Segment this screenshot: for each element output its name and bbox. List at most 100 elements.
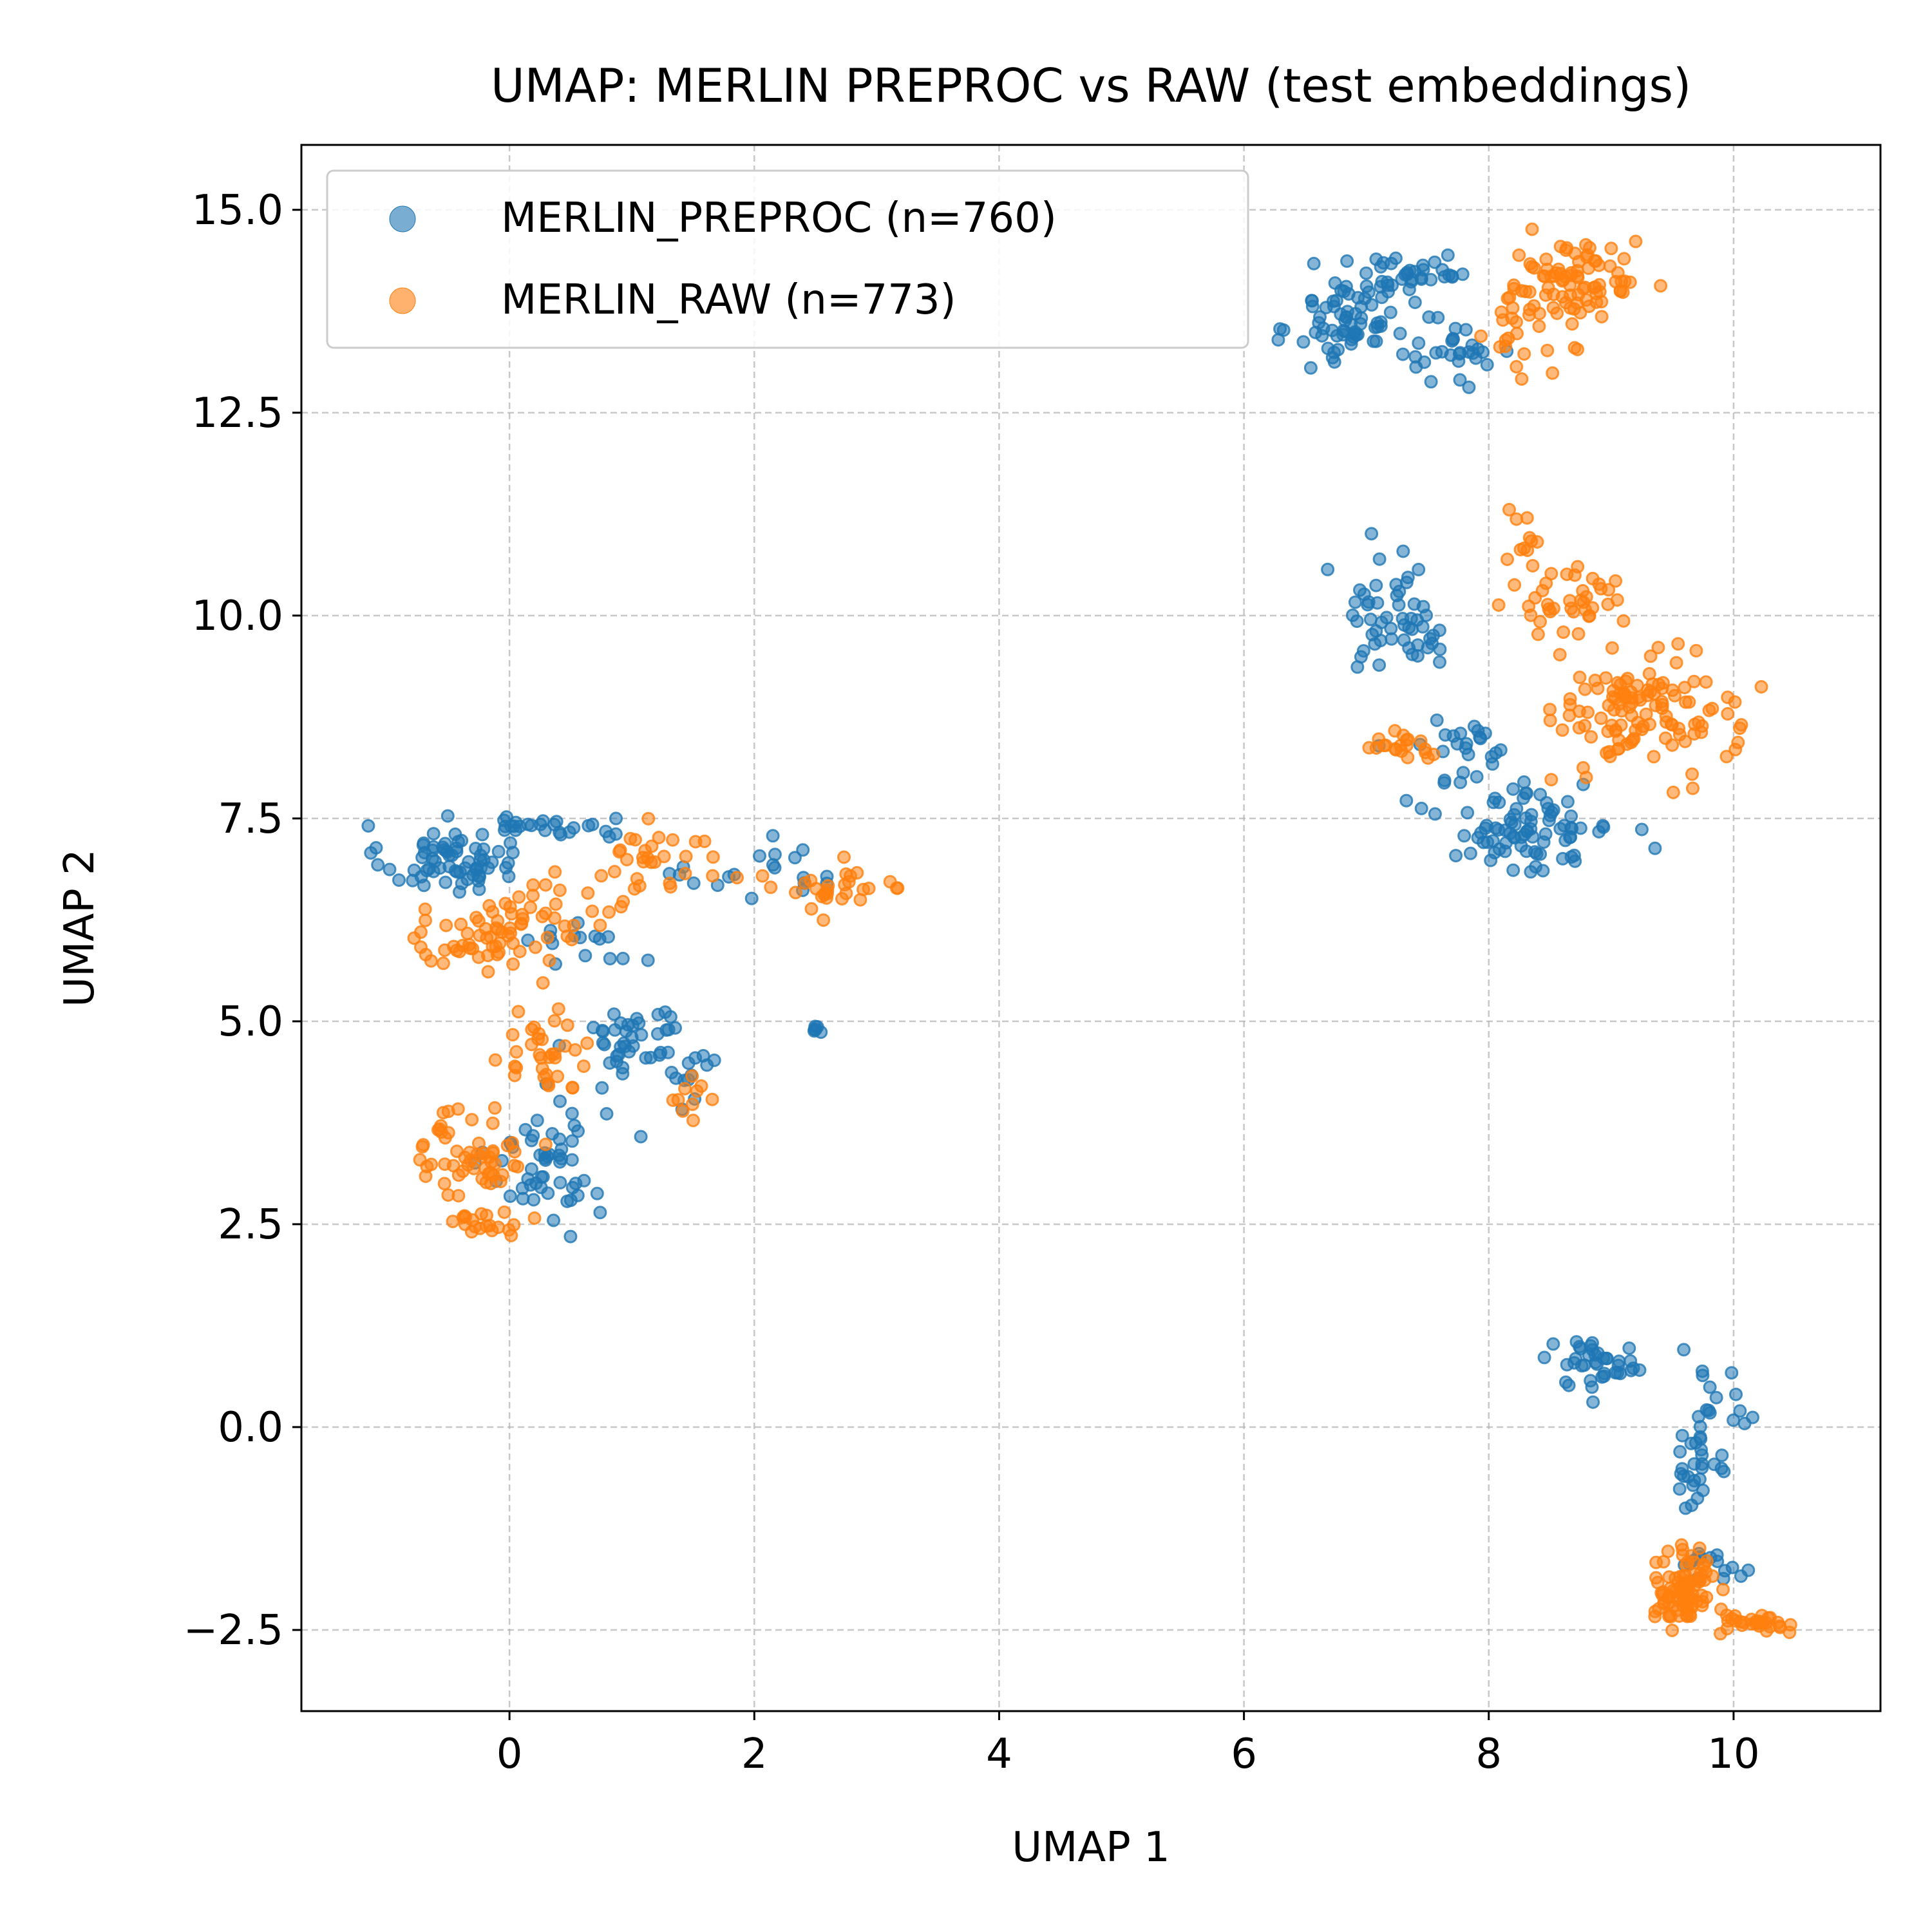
scatter-point — [600, 1107, 614, 1121]
scatter-point — [1754, 680, 1768, 694]
scatter-point — [509, 815, 523, 829]
scatter-point — [593, 918, 607, 933]
x-tick-label: 6 — [1231, 1730, 1257, 1778]
scatter-point — [1463, 846, 1477, 860]
scatter-point — [1546, 287, 1560, 301]
scatter-point — [1305, 294, 1319, 308]
scatter-point — [1428, 807, 1442, 821]
scatter-point — [817, 913, 831, 927]
scatter-point — [361, 819, 375, 833]
scatter-point — [616, 1061, 630, 1075]
scatter-point — [1714, 1461, 1728, 1475]
scatter-point — [1586, 1343, 1600, 1357]
scatter-point — [1607, 703, 1621, 717]
legend-marker-merlin-raw — [389, 287, 416, 314]
scatter-point — [618, 1039, 632, 1054]
scatter-point — [1546, 1337, 1560, 1351]
scatter-point — [1592, 258, 1606, 272]
scatter-point — [565, 1106, 579, 1121]
scatter-point — [1477, 835, 1490, 849]
scatter-point — [1445, 334, 1459, 348]
scatter-point — [1652, 677, 1666, 692]
scatter-point — [1507, 281, 1521, 296]
scatter-point — [1546, 366, 1560, 380]
scatter-point — [648, 855, 662, 869]
scatter-point — [507, 1068, 522, 1083]
scatter-point — [495, 1168, 509, 1182]
scatter-point — [599, 824, 613, 838]
scatter-point — [488, 1101, 502, 1115]
scatter-point — [1543, 703, 1557, 717]
scatter-point — [1354, 311, 1368, 325]
scatter-point — [565, 1180, 580, 1195]
scatter-point — [1582, 299, 1596, 314]
scatter-point — [1369, 624, 1383, 638]
scatter-point — [503, 921, 517, 935]
scatter-point — [1687, 1457, 1701, 1471]
scatter-point — [1659, 715, 1673, 729]
scatter-point — [1580, 248, 1595, 262]
scatter-point — [1596, 820, 1611, 834]
scatter-point — [1379, 611, 1394, 625]
scatter-point — [1702, 703, 1716, 717]
scatter-point — [1609, 723, 1623, 737]
scatter-point — [406, 873, 420, 887]
scatter-point — [1579, 590, 1593, 604]
scatter-point — [1383, 305, 1397, 319]
scatter-point — [1643, 685, 1658, 699]
scatter-point — [1678, 1501, 1692, 1515]
scatter-point — [1430, 713, 1444, 727]
scatter-point — [1525, 222, 1539, 236]
scatter-point — [1631, 715, 1645, 730]
scatter-point — [1678, 681, 1692, 695]
scatter-point — [1370, 596, 1385, 610]
y-tick-label: 12.5 — [192, 390, 284, 437]
scatter-point — [1441, 248, 1455, 262]
scatter-point — [504, 836, 517, 850]
scatter-point — [1416, 620, 1430, 634]
scatter-point — [588, 929, 602, 943]
scatter-point — [491, 844, 506, 858]
x-tick-label: 8 — [1475, 1730, 1502, 1778]
scatter-point — [1544, 773, 1558, 787]
y-tick-label: 15.0 — [192, 187, 284, 234]
scatter-point — [1734, 1569, 1748, 1583]
scatter-point — [1673, 1444, 1687, 1459]
scatter-point — [426, 827, 440, 841]
scatter-point — [1399, 739, 1414, 752]
scatter-point — [1401, 571, 1415, 585]
scatter-point — [1581, 705, 1595, 719]
scatter-point — [1533, 788, 1548, 802]
scatter-point — [1591, 681, 1605, 696]
scatter-point — [1540, 343, 1555, 357]
y-tick-label: 2.5 — [218, 1201, 283, 1249]
scatter-point — [1701, 1403, 1716, 1417]
scatter-point — [1609, 574, 1623, 588]
scatter-point — [688, 1051, 703, 1065]
scatter-point — [1356, 644, 1370, 658]
scatter-point — [744, 891, 759, 905]
scatter-point — [1372, 732, 1386, 746]
scatter-point — [1685, 767, 1699, 781]
scatter-point — [472, 882, 486, 896]
scatter-point — [1716, 1582, 1730, 1596]
scatter-point — [1675, 1462, 1689, 1476]
scatter-point — [1629, 234, 1643, 249]
scatter-point — [706, 850, 720, 864]
scatter-point — [1558, 833, 1573, 848]
scatter-point — [641, 953, 655, 967]
scatter-point — [1665, 738, 1680, 752]
scatter-point — [512, 890, 526, 904]
scatter-point — [1331, 343, 1345, 357]
scatter-point — [528, 940, 542, 954]
scatter-point — [1402, 641, 1416, 655]
scatter-point — [1619, 674, 1633, 688]
scatter-point — [1689, 643, 1703, 658]
scatter-point — [839, 867, 853, 881]
scatter-point — [507, 1218, 521, 1232]
scatter-point — [465, 1113, 479, 1127]
scatter-point — [547, 817, 562, 831]
scatter-point — [501, 856, 515, 870]
scatter-point — [625, 1030, 639, 1045]
